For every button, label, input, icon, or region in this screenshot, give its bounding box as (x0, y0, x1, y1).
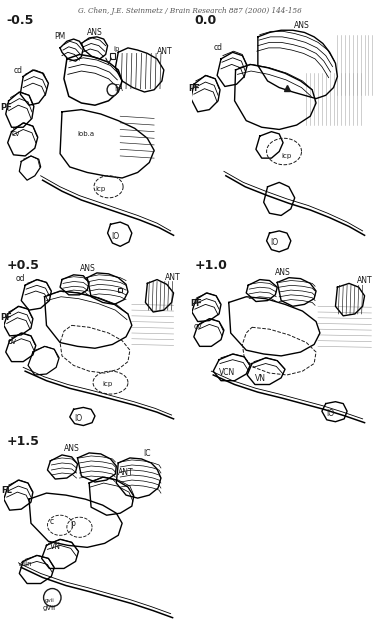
Circle shape (107, 84, 118, 96)
Text: ov: ov (8, 338, 17, 346)
Bar (118, 288, 122, 292)
Text: -0.5: -0.5 (7, 14, 34, 26)
Text: cd: cd (213, 43, 222, 52)
Text: PF: PF (0, 312, 12, 322)
Text: IO: IO (271, 238, 279, 247)
Text: ANT: ANT (118, 468, 134, 477)
Text: ANS: ANS (87, 28, 103, 37)
Text: ANS: ANS (276, 268, 291, 277)
Text: ANS: ANS (64, 444, 80, 453)
Text: vIIIn: vIIIn (17, 561, 32, 568)
Text: +1.5: +1.5 (7, 435, 40, 448)
Text: ANT: ANT (157, 47, 173, 57)
Text: ANT: ANT (165, 273, 180, 282)
Text: PF: PF (0, 103, 12, 112)
Text: od: od (16, 275, 25, 284)
Text: FA: FA (114, 84, 123, 93)
Text: ip: ip (113, 46, 120, 52)
Text: icp: icp (95, 186, 105, 192)
Text: VN: VN (51, 542, 61, 551)
Text: IO: IO (111, 232, 120, 241)
Text: VN: VN (255, 374, 266, 382)
Text: lob.a: lob.a (78, 131, 95, 137)
Text: 0.0: 0.0 (195, 14, 217, 26)
Text: gvii: gvii (44, 598, 54, 603)
Text: FL: FL (1, 486, 12, 495)
Text: cv: cv (11, 129, 20, 138)
Text: +0.5: +0.5 (7, 259, 40, 272)
Text: ANS: ANS (294, 21, 309, 30)
Text: icp: icp (103, 381, 113, 387)
Text: cd: cd (14, 66, 22, 75)
Text: p: p (71, 519, 76, 528)
Text: ANS: ANS (79, 264, 95, 273)
Text: PF: PF (188, 84, 200, 93)
Text: G. Chen, J.E. Steinmetz / Brain Research 887 (2000) 144-156: G. Chen, J.E. Steinmetz / Brain Research… (78, 7, 302, 15)
Text: VCN: VCN (219, 368, 235, 377)
Text: PF: PF (190, 299, 202, 308)
Text: PM: PM (54, 32, 65, 41)
Text: cv: cv (194, 322, 203, 331)
Text: +1.0: +1.0 (195, 259, 228, 272)
Text: icp: icp (281, 153, 291, 159)
Bar (111, 54, 116, 59)
Text: IC: IC (144, 449, 151, 458)
Circle shape (44, 588, 61, 607)
Text: gVII: gVII (43, 605, 56, 610)
Text: ANT: ANT (357, 277, 372, 285)
Text: c: c (49, 517, 54, 526)
Text: IO: IO (327, 409, 335, 418)
Text: IO: IO (74, 414, 83, 423)
